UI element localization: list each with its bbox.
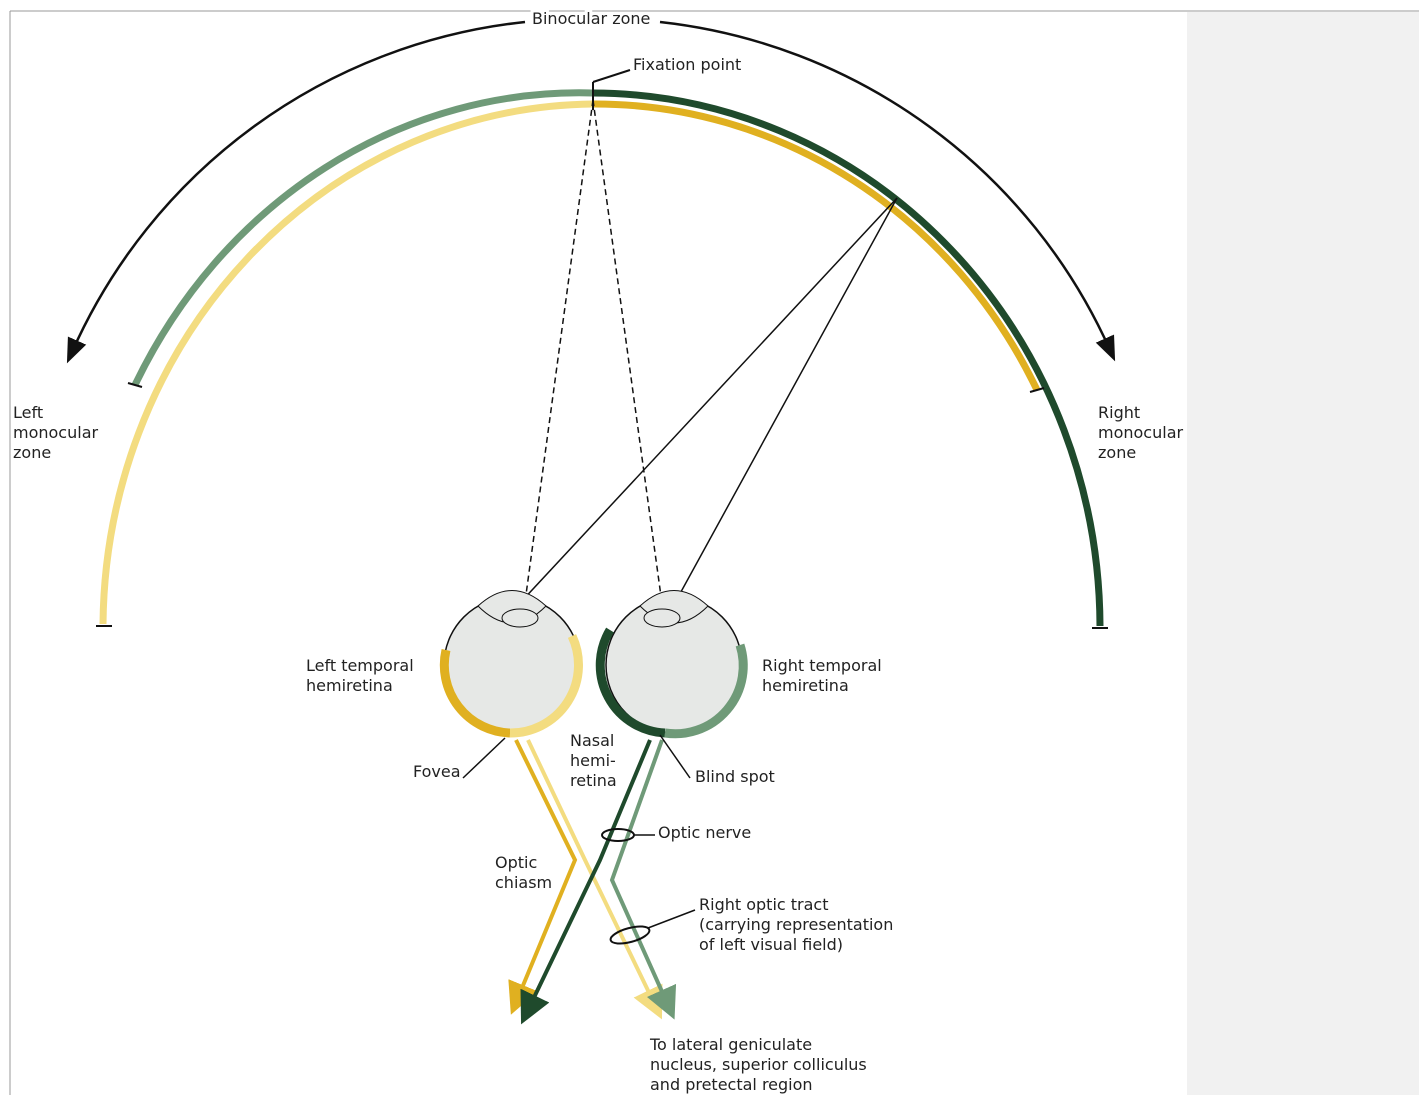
page: Binocular zoneFixation pointLeftmonocula… [0,0,1419,1095]
label-line: To lateral geniculate [649,1035,812,1054]
label-line: retina [570,771,617,790]
label-line: of left visual field) [699,935,843,954]
left-eye [444,591,580,734]
label-line: hemi- [570,751,616,770]
diagram [72,22,1110,1010]
label-line: nucleus, superior colliculus [650,1055,867,1074]
label-line: Binocular zone [532,9,650,28]
label-line: Blind spot [695,767,775,786]
right-eye [600,591,743,734]
label-line: Nasal [570,731,614,750]
label-line: Fovea [413,762,461,781]
label-line: and pretectal region [650,1075,813,1094]
label: Optic nerve [658,823,751,842]
label-line: zone [13,443,51,462]
label-line: Right [1098,403,1140,422]
label: Blind spot [695,767,775,786]
label: Fovea [413,762,461,781]
left-field-green [135,93,593,385]
label-line: monocular [1098,423,1183,442]
label-line: Right temporal [762,656,882,675]
label-line: Fixation point [633,55,741,74]
label-line: Left temporal [306,656,414,675]
label: Fixation point [633,55,741,74]
label-line: chiasm [495,873,552,892]
side-panel [1187,12,1419,1095]
label-line: hemiretina [306,676,393,695]
zone-ends [96,70,1108,628]
label-line: Right optic tract [699,895,829,914]
label: Binocular zone [532,9,650,28]
label-line: monocular [13,423,98,442]
label-line: zone [1098,443,1136,462]
label-line: hemiretina [762,676,849,695]
label-line: Left [13,403,43,422]
tract [612,740,668,1005]
label-line: (carrying representation [699,915,893,934]
left-field-yellow [103,104,593,624]
label-line: Optic nerve [658,823,751,842]
label-line: Optic [495,853,537,872]
label: Right optic tract(carrying representatio… [699,895,893,954]
